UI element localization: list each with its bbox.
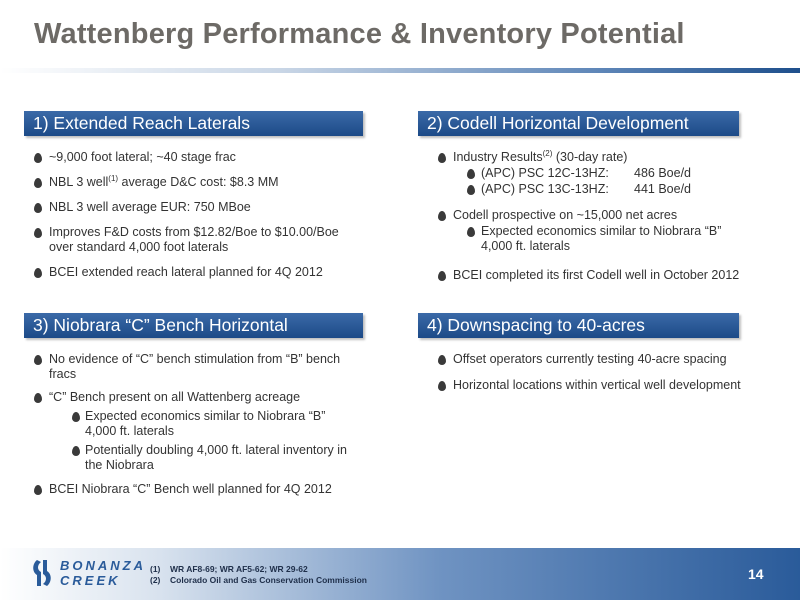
- teardrop-bullet-icon: [467, 185, 475, 195]
- bullet-text: (30-day rate): [552, 150, 628, 164]
- teardrop-bullet-icon: [34, 153, 42, 163]
- bullet-text-continued: 4,000 ft. laterals: [481, 239, 570, 253]
- well-rate: 441 Boe/d: [634, 182, 691, 196]
- footnote-ref: (1): [108, 174, 119, 183]
- teardrop-bullet-icon: [438, 271, 446, 281]
- teardrop-bullet-icon: [34, 178, 42, 188]
- bullet-text: Expected economics similar to Niobrara “…: [85, 409, 326, 423]
- footer-bar: [0, 548, 800, 600]
- section-header-codell: 2) Codell Horizontal Development: [418, 111, 739, 136]
- teardrop-bullet-icon: [34, 203, 42, 213]
- bullet-item: ~9,000 foot lateral; ~40 stage frac: [32, 150, 377, 165]
- teardrop-bullet-icon: [438, 381, 446, 391]
- teardrop-bullet-icon: [72, 412, 80, 422]
- bullet-item: Industry Results(2) (30-day rate): [436, 150, 791, 165]
- bullet-text: No evidence of “C” bench stimulation fro…: [49, 352, 341, 366]
- bullet-text: Codell prospective on ~15,000 net acres: [453, 208, 678, 222]
- section-header-extended-reach: 1) Extended Reach Laterals: [24, 111, 363, 136]
- well-rate: 486 Boe/d: [634, 166, 691, 180]
- bullet-item: BCEI Niobrara “C” Bench well planned for…: [32, 482, 377, 497]
- bullet-item: NBL 3 well(1) average D&C cost: $8.3 MM: [32, 175, 377, 190]
- footnote-text: WR AF8-69; WR AF5-62; WR 29-62: [170, 564, 308, 574]
- bullet-text: ~9,000 foot lateral; ~40 stage frac: [49, 150, 236, 164]
- teardrop-bullet-icon: [34, 355, 42, 365]
- bullet-text: Improves F&D costs from $12.82/Boe to $1…: [49, 225, 339, 239]
- bullet-text: Industry Results: [453, 150, 543, 164]
- bullet-text: NBL 3 well: [49, 175, 109, 189]
- bullet-text: BCEI extended reach lateral planned for …: [49, 265, 323, 279]
- footnote-number: (2): [150, 575, 161, 585]
- bullet-text: NBL 3 well average EUR: 750 MBoe: [49, 200, 251, 214]
- well-name: (APC) PSC 12C-13HZ:: [481, 166, 609, 180]
- title-rule: [0, 68, 800, 73]
- footnotes: (1) WR AF8-69; WR AF5-62; WR 29-62 (2) Col…: [150, 564, 367, 586]
- bullet-text: “C” Bench present on all Wattenberg acre…: [49, 390, 301, 404]
- bullet-text: BCEI Niobrara “C” Bench well planned for…: [49, 482, 332, 496]
- bullet-item: “C” Bench present on all Wattenberg acre…: [32, 390, 377, 405]
- bullet-list-codell: Industry Results(2) (30-day rate) (APC) …: [436, 150, 791, 283]
- bullet-text: Offset operators currently testing 40-ac…: [453, 352, 727, 366]
- bullet-item: Expected economics similar to Niobrara “…: [32, 409, 377, 439]
- bullet-text: Potentially doubling 4,000 ft. lateral i…: [85, 443, 347, 457]
- bullet-list-extended-reach: ~9,000 foot lateral; ~40 stage frac NBL …: [32, 150, 377, 280]
- bullet-item: Improves F&D costs from $12.82/Boe to $1…: [32, 225, 377, 255]
- bullet-text: average D&C cost: $8.3 MM: [118, 175, 279, 189]
- section-header-downspacing: 4) Downspacing to 40-acres: [418, 313, 739, 338]
- bullet-list-downspacing: Offset operators currently testing 40-ac…: [436, 352, 791, 393]
- teardrop-bullet-icon: [438, 211, 446, 221]
- teardrop-bullet-icon: [34, 228, 42, 238]
- bullet-item: No evidence of “C” bench stimulation fro…: [32, 352, 377, 382]
- footnote: (2) Colorado Oil and Gas Conservation Com…: [150, 575, 367, 586]
- bullet-text-continued: the Niobrara: [85, 458, 154, 472]
- bullet-item: (APC) PSC 12C-13HZ: 486 Boe/d: [436, 166, 791, 181]
- bullet-item: Potentially doubling 4,000 ft. lateral i…: [32, 443, 377, 473]
- teardrop-bullet-icon: [467, 169, 475, 179]
- company-logo: BONANZA CREEK: [30, 554, 143, 594]
- logo-wordmark-line2: CREEK: [60, 573, 121, 588]
- footnote-text: Colorado Oil and Gas Conservation Commis…: [170, 575, 367, 585]
- bullet-text: Expected economics similar to Niobrara “…: [481, 224, 722, 238]
- teardrop-bullet-icon: [467, 227, 475, 237]
- footnote-number: (1): [150, 564, 161, 574]
- bullet-item: Expected economics similar to Niobrara “…: [436, 224, 791, 254]
- teardrop-bullet-icon: [438, 355, 446, 365]
- bullet-item: (APC) PSC 13C-13HZ: 441 Boe/d: [436, 182, 791, 197]
- bullet-text-continued: over standard 4,000 foot laterals: [49, 240, 229, 254]
- bullet-item: BCEI extended reach lateral planned for …: [32, 265, 377, 280]
- bonanza-creek-logo-icon: [33, 560, 51, 586]
- bullet-item: NBL 3 well average EUR: 750 MBoe: [32, 200, 377, 215]
- teardrop-bullet-icon: [34, 268, 42, 278]
- section-header-niobrara-c: 3) Niobrara “C” Bench Horizontal: [24, 313, 363, 338]
- footnote-ref: (2): [542, 149, 553, 158]
- slide-title: Wattenberg Performance & Inventory Poten…: [34, 18, 685, 50]
- bullet-text: Horizontal locations within vertical wel…: [453, 378, 741, 392]
- bullet-text: BCEI completed its first Codell well in …: [453, 268, 740, 282]
- bullet-item: Codell prospective on ~15,000 net acres: [436, 208, 791, 223]
- bullet-item: Horizontal locations within vertical wel…: [436, 378, 791, 393]
- teardrop-bullet-icon: [34, 485, 42, 495]
- bullet-item: Offset operators currently testing 40-ac…: [436, 352, 791, 367]
- bullet-text-continued: 4,000 ft. laterals: [85, 424, 174, 438]
- footnote: (1) WR AF8-69; WR AF5-62; WR 29-62: [150, 564, 367, 575]
- page-number: 14: [748, 566, 764, 582]
- bullet-text-continued: fracs: [49, 367, 77, 381]
- bullet-list-niobrara-c: No evidence of “C” bench stimulation fro…: [32, 352, 377, 497]
- teardrop-bullet-icon: [34, 393, 42, 403]
- teardrop-bullet-icon: [72, 446, 80, 456]
- bullet-item: BCEI completed its first Codell well in …: [436, 268, 791, 283]
- logo-wordmark-line1: BONANZA: [60, 558, 146, 573]
- teardrop-bullet-icon: [438, 153, 446, 163]
- well-name: (APC) PSC 13C-13HZ:: [481, 182, 609, 196]
